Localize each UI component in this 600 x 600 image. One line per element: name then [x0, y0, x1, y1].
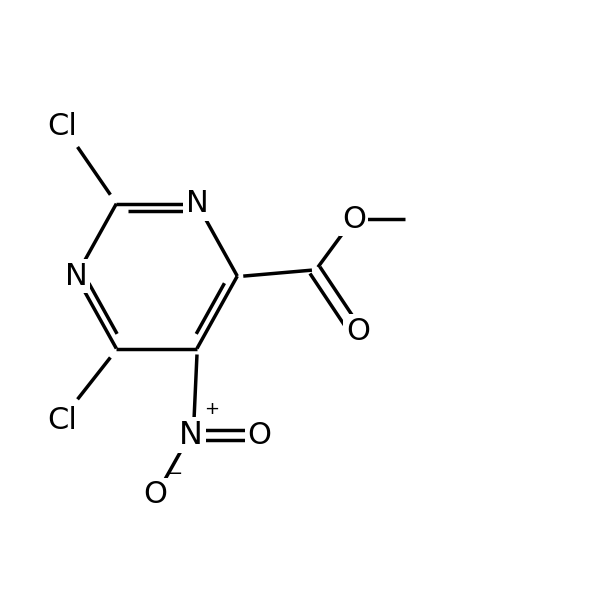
Text: O: O [346, 317, 370, 346]
Text: O: O [143, 481, 167, 509]
Text: +: + [204, 400, 219, 418]
Text: −: − [167, 465, 182, 483]
Text: N: N [65, 262, 88, 290]
Text: N: N [185, 189, 208, 218]
Text: O: O [342, 205, 366, 234]
Text: Cl: Cl [47, 406, 77, 434]
Text: O: O [248, 421, 272, 449]
Text: N: N [179, 419, 203, 451]
Text: Cl: Cl [47, 112, 77, 140]
